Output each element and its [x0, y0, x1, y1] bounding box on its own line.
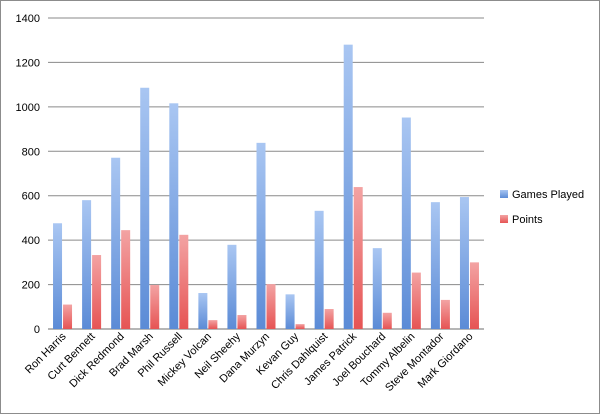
y-tick-label: 400: [22, 235, 40, 247]
bar-games-played: [285, 294, 295, 329]
bar-games-played: [314, 210, 324, 329]
legend: Games Played Points: [500, 189, 584, 226]
bar-points: [324, 309, 334, 329]
bar-games-played: [256, 142, 266, 329]
bar-games-played: [227, 244, 237, 329]
bar-points: [208, 320, 218, 329]
bar-points: [237, 315, 247, 329]
bar-points: [382, 312, 392, 329]
bar-points: [63, 304, 73, 329]
bar-points: [179, 234, 189, 329]
legend-swatch: [500, 190, 508, 198]
bar-points: [295, 324, 305, 329]
bar-games-played: [459, 197, 469, 329]
y-tick-label: 1200: [16, 57, 40, 69]
bar-games-played: [372, 248, 382, 329]
bar-games-played: [140, 87, 150, 329]
bar-points: [469, 262, 479, 329]
bar-points: [411, 272, 421, 329]
legend-swatch: [500, 215, 508, 223]
bar-games-played: [430, 202, 440, 329]
bar-games-played: [111, 157, 121, 329]
legend-label: Points: [512, 214, 543, 226]
y-axis-ticks: 0 200 400 600 800 1000 1200 1400: [16, 13, 40, 336]
y-tick-label: 800: [22, 146, 40, 158]
bar-points: [121, 230, 131, 329]
y-tick-label: 200: [22, 280, 40, 292]
bar-games-played: [53, 223, 63, 329]
bar-games-played: [343, 44, 353, 330]
bar-points: [353, 187, 363, 329]
y-tick-label: 600: [22, 191, 40, 203]
legend-label: Games Played: [512, 189, 584, 201]
y-tick-label: 1000: [16, 102, 40, 114]
bar-points: [150, 285, 160, 329]
bar-points: [92, 255, 102, 329]
bar-points: [266, 284, 276, 329]
bar-points: [440, 299, 450, 329]
bar-games-played: [169, 103, 179, 329]
gridlines: [48, 17, 484, 330]
y-tick-label: 1400: [16, 13, 40, 25]
bar-games-played: [198, 293, 208, 329]
bar-games-played: [401, 117, 411, 330]
bar-games-played: [82, 200, 92, 329]
bars: [53, 44, 479, 330]
y-tick-label: 0: [34, 324, 40, 336]
